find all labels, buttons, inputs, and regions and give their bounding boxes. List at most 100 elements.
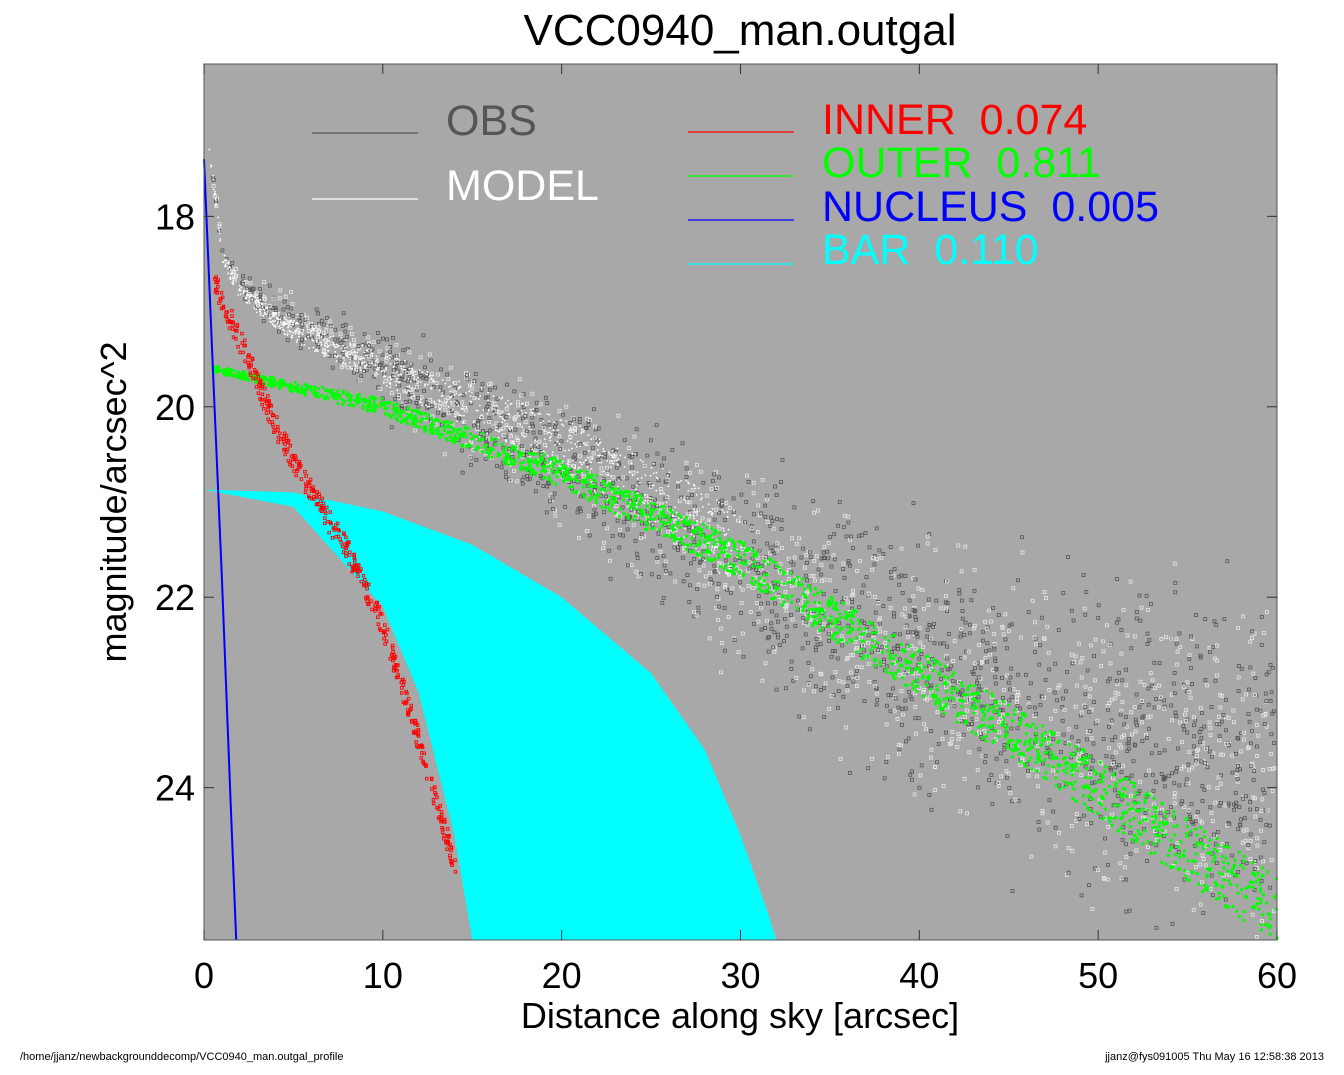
model-point [554, 444, 556, 446]
obs-point [1183, 712, 1187, 717]
outer-point [1237, 850, 1241, 854]
obs-point [473, 372, 478, 376]
outer-point [660, 524, 664, 528]
obs-point [694, 613, 699, 618]
obs-point [230, 261, 235, 265]
obs-point [1113, 788, 1117, 793]
model-point [385, 385, 388, 387]
outer-point [977, 690, 981, 694]
obs-point [846, 676, 851, 681]
outer-point [677, 512, 681, 517]
outer-point [984, 689, 989, 693]
outer-point [974, 705, 979, 710]
obs-point [680, 441, 685, 446]
obs-point [1235, 736, 1240, 740]
outer-point [1172, 810, 1176, 814]
obs-point [1038, 643, 1042, 648]
obs-point [844, 725, 848, 730]
obs-point [892, 614, 896, 619]
outer-point [281, 381, 285, 385]
model-point [641, 460, 644, 463]
obs-point [660, 463, 664, 468]
obs-point [936, 742, 941, 746]
model-point [232, 277, 235, 279]
obs-point [980, 660, 984, 664]
obs-point [486, 401, 491, 406]
obs-point [874, 557, 879, 561]
outer-point [868, 620, 872, 624]
model-point [311, 327, 313, 330]
model-point [450, 395, 453, 398]
model-point [340, 347, 343, 350]
obs-point [860, 590, 864, 595]
obs-point [717, 526, 722, 531]
obs-point [784, 686, 788, 691]
obs-point [1042, 590, 1047, 594]
outer-point [827, 625, 831, 629]
obs-point [765, 493, 769, 498]
obs-point [765, 636, 770, 641]
obs-point [681, 579, 686, 584]
model-point [723, 511, 725, 514]
outer-point [952, 671, 956, 675]
obs-point [1024, 672, 1028, 677]
obs-point [1079, 710, 1084, 715]
model-point [351, 367, 354, 370]
obs-point [463, 405, 468, 410]
model-point [603, 470, 606, 473]
model-point [456, 401, 458, 404]
outer-point [548, 478, 552, 482]
outer-point [604, 488, 608, 492]
obs-point [1055, 731, 1060, 736]
obs-point [1217, 738, 1222, 743]
obs-point [1034, 642, 1038, 647]
obs-point [1130, 732, 1134, 737]
obs-point [371, 340, 376, 345]
model-point [256, 296, 259, 299]
model-point [597, 444, 600, 446]
obs-point [627, 460, 632, 465]
obs-point [278, 288, 283, 293]
outer-point [1087, 754, 1091, 759]
model-point [575, 429, 578, 432]
outer-point [717, 553, 721, 557]
model-point [536, 444, 538, 447]
outer-point [633, 507, 638, 511]
model-point [521, 403, 523, 405]
obs-point [1033, 705, 1037, 710]
outer-point [453, 434, 457, 438]
model-point [610, 466, 612, 468]
model-point [247, 299, 250, 302]
model-point [610, 460, 613, 463]
outer-point [1118, 779, 1122, 783]
outer-point [758, 576, 762, 581]
obs-point [1090, 781, 1094, 786]
obs-point [1174, 641, 1179, 646]
obs-point [1202, 724, 1207, 729]
obs-point [661, 554, 666, 558]
obs-point [994, 756, 999, 761]
model-point [651, 497, 654, 500]
model-point [487, 399, 489, 402]
obs-point [1133, 729, 1138, 734]
obs-point [977, 747, 982, 752]
obs-point [1120, 700, 1125, 705]
outer-point [706, 543, 710, 547]
model-point [272, 315, 275, 317]
obs-point [521, 447, 525, 452]
model-point [687, 490, 690, 492]
obs-point [888, 545, 893, 549]
obs-point [1189, 802, 1194, 806]
obs-point [291, 313, 296, 318]
outer-point [335, 392, 340, 396]
outer-point [1213, 854, 1217, 858]
model-point [332, 335, 335, 337]
obs-point [962, 776, 967, 781]
model-point [495, 426, 497, 428]
obs-point [816, 508, 820, 513]
obs-point [573, 430, 578, 435]
model-point [582, 430, 585, 433]
obs-point [534, 400, 539, 405]
outer-point [896, 660, 900, 664]
obs-point [1172, 691, 1177, 696]
